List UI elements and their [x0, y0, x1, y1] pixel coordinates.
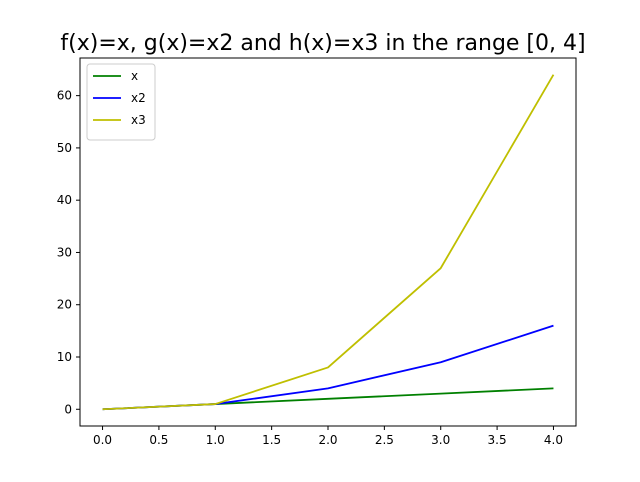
y-tick-label-0: 0: [64, 402, 72, 416]
x-tick-label-7: 3.5: [488, 433, 507, 447]
y-axis: 0 10 20 30 40 50 60: [57, 89, 80, 416]
y-tick-label-5: 50: [57, 141, 72, 155]
x-tick-label-1: 0.5: [149, 433, 168, 447]
y-tick-label-4: 40: [57, 193, 72, 207]
x-tick-label-3: 1.5: [262, 433, 281, 447]
legend-label-1: x2: [131, 91, 146, 105]
x-tick-label-6: 3.0: [431, 433, 450, 447]
chart-title: f(x)=x, g(x)=x2 and h(x)=x3 in the range…: [60, 31, 585, 56]
legend-label-2: x3: [131, 113, 146, 127]
legend: x x2 x3: [86, 63, 156, 141]
x-axis: 0.0 0.5 1.0 1.5 2.0 2.5 3.0 3.5 4.0: [93, 426, 563, 447]
x-tick-label-5: 2.5: [375, 433, 394, 447]
x-tick-label-8: 4.0: [544, 433, 563, 447]
x-tick-label-2: 1.0: [206, 433, 225, 447]
legend-box: [86, 63, 156, 141]
y-tick-label-6: 60: [57, 89, 72, 103]
y-tick-label-3: 30: [57, 245, 72, 259]
legend-label-0: x: [131, 69, 138, 83]
y-tick-label-2: 20: [57, 298, 72, 312]
x-tick-label-4: 2.0: [318, 433, 337, 447]
plot-series-group: [102, 74, 555, 411]
y-tick-label-1: 10: [57, 350, 72, 364]
x-tick-label-0: 0.0: [93, 433, 112, 447]
series-line-2: [102, 74, 555, 411]
